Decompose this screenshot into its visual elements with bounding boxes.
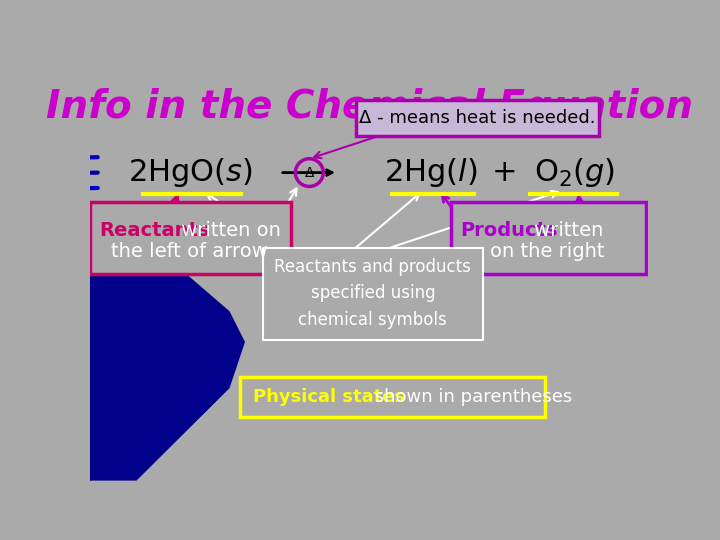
Text: O$_2$($g$): O$_2$($g$): [534, 156, 615, 189]
FancyBboxPatch shape: [263, 248, 483, 340]
Text: Info in the Chemical Equation: Info in the Chemical Equation: [45, 88, 693, 126]
Text: Δ: Δ: [305, 166, 314, 180]
Text: Reactants and products
specified using
chemical symbols: Reactants and products specified using c…: [274, 258, 472, 329]
FancyBboxPatch shape: [451, 202, 647, 274]
Text: Products: Products: [461, 221, 558, 240]
Text: written: written: [528, 221, 603, 240]
FancyBboxPatch shape: [90, 202, 291, 274]
Text: Δ - means heat is needed.: Δ - means heat is needed.: [359, 109, 595, 127]
Text: Reactants: Reactants: [99, 221, 210, 240]
Text: shown in parentheses: shown in parentheses: [369, 388, 572, 406]
Text: Physical states: Physical states: [253, 388, 405, 406]
FancyBboxPatch shape: [356, 100, 599, 136]
Text: 2Hg($l$): 2Hg($l$): [384, 156, 477, 189]
Polygon shape: [90, 211, 245, 481]
Text: written on: written on: [175, 221, 281, 240]
Text: the left of arrow: the left of arrow: [111, 241, 268, 261]
Text: +: +: [492, 158, 518, 187]
Polygon shape: [90, 265, 206, 481]
Text: on the right: on the right: [490, 241, 605, 261]
Text: 2HgO($s$): 2HgO($s$): [128, 156, 253, 189]
FancyBboxPatch shape: [240, 377, 545, 417]
